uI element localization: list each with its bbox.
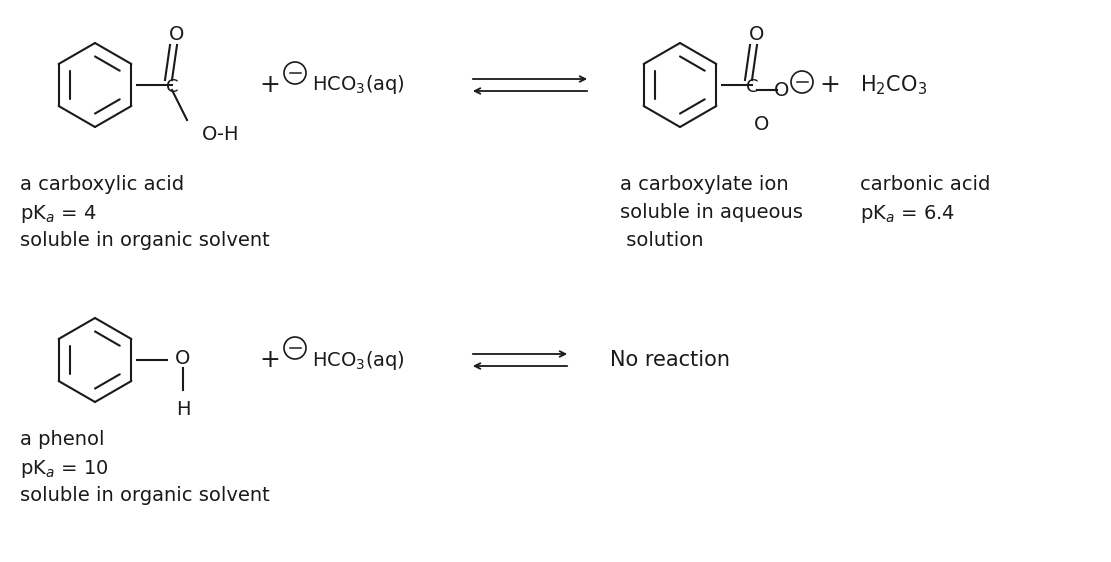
Text: C: C bbox=[166, 78, 178, 96]
Text: soluble in organic solvent: soluble in organic solvent bbox=[20, 486, 270, 505]
Text: pK$_{a}$ = 6.4: pK$_{a}$ = 6.4 bbox=[860, 203, 955, 225]
Text: pK$_{a}$ = 10: pK$_{a}$ = 10 bbox=[20, 458, 109, 480]
Text: HCO$_3$(aq): HCO$_3$(aq) bbox=[312, 74, 404, 97]
Text: HCO$_3$(aq): HCO$_3$(aq) bbox=[312, 348, 404, 371]
Text: soluble in organic solvent: soluble in organic solvent bbox=[20, 231, 270, 250]
Text: H: H bbox=[176, 400, 190, 419]
Text: O: O bbox=[754, 116, 770, 134]
Text: No reaction: No reaction bbox=[610, 350, 730, 370]
Text: +: + bbox=[820, 73, 840, 97]
Text: solution: solution bbox=[620, 231, 703, 250]
Text: O-H: O-H bbox=[202, 125, 240, 144]
Text: soluble in aqueous: soluble in aqueous bbox=[620, 203, 803, 222]
Text: C: C bbox=[745, 78, 758, 96]
Text: +: + bbox=[260, 73, 280, 97]
Text: a carboxylic acid: a carboxylic acid bbox=[20, 175, 184, 194]
Text: a phenol: a phenol bbox=[20, 430, 104, 449]
Text: a carboxylate ion: a carboxylate ion bbox=[620, 175, 789, 194]
Text: O: O bbox=[749, 25, 764, 44]
Text: pK$_{a}$ = 4: pK$_{a}$ = 4 bbox=[20, 203, 97, 225]
Text: H$_2$CO$_3$: H$_2$CO$_3$ bbox=[860, 73, 927, 97]
Text: +: + bbox=[260, 348, 280, 372]
Text: O: O bbox=[169, 25, 184, 44]
Text: O: O bbox=[176, 348, 190, 368]
Text: carbonic acid: carbonic acid bbox=[860, 175, 990, 194]
Text: O: O bbox=[774, 80, 790, 99]
